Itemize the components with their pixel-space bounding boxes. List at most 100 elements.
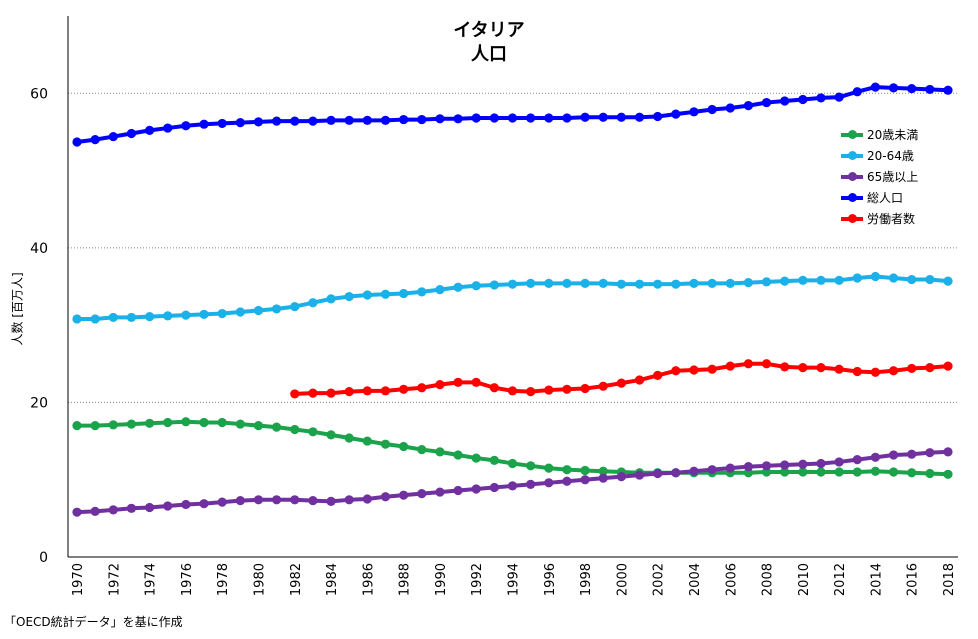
source-note: 「OECD統計データ」を基に作成 [4, 615, 183, 629]
data-point [780, 460, 790, 470]
y-tick-label: 60 [30, 86, 48, 102]
data-point [634, 470, 645, 480]
legend-label: 20歳未満 [867, 128, 919, 142]
data-point [743, 278, 753, 288]
data-point [290, 424, 300, 435]
data-point [217, 417, 227, 428]
data-point [852, 87, 862, 97]
data-point [925, 468, 935, 479]
data-point [798, 467, 808, 477]
data-point [108, 312, 118, 323]
data-point [870, 271, 881, 282]
data-point [90, 314, 100, 324]
data-point [544, 463, 554, 473]
data-point [526, 387, 536, 397]
data-point [562, 278, 572, 289]
data-point [90, 135, 100, 145]
data-point [344, 291, 354, 302]
data-point [870, 367, 881, 377]
data-point [888, 366, 899, 376]
data-point [399, 114, 409, 125]
data-point [580, 475, 590, 485]
data-point [580, 112, 590, 122]
chart-subtitle: 人口 [471, 44, 507, 65]
data-point [870, 82, 881, 92]
data-point [489, 482, 499, 493]
data-point [235, 307, 245, 317]
y-tick-label: 40 [30, 241, 48, 257]
data-point [380, 439, 391, 449]
data-point [417, 114, 427, 125]
x-tick-label: 1976 [180, 563, 195, 596]
data-point [217, 308, 227, 319]
data-point [798, 275, 808, 285]
data-point [199, 309, 209, 319]
data-point [888, 83, 899, 93]
data-point [362, 115, 372, 125]
data-point [253, 117, 264, 127]
data-point [507, 386, 518, 396]
data-point [272, 116, 282, 126]
data-point [544, 478, 554, 488]
chart-legend: 20歳未満 20-64歳 65歳以上 総人口 労働者数 [841, 124, 918, 229]
data-point [852, 467, 862, 477]
legend-swatch [841, 213, 863, 223]
data-point [90, 421, 100, 431]
data-point [489, 455, 499, 465]
data-point [272, 495, 282, 505]
x-tick-label: 1990 [434, 563, 449, 596]
x-tick-label: 2004 [688, 563, 703, 596]
data-point [308, 495, 318, 506]
data-point [653, 370, 663, 380]
data-point [689, 365, 699, 375]
data-point [616, 112, 626, 122]
data-point [598, 112, 608, 122]
data-point [943, 85, 953, 95]
data-point [689, 278, 699, 289]
data-point [562, 384, 572, 394]
data-point [870, 466, 881, 476]
data-point [471, 377, 481, 387]
legend-swatch [841, 192, 863, 202]
data-point [816, 275, 826, 285]
data-point [761, 277, 772, 287]
data-point [562, 113, 572, 123]
data-point [72, 507, 82, 517]
data-point [907, 274, 917, 285]
x-tick-label: 2014 [869, 563, 884, 596]
data-point [235, 419, 245, 429]
data-point [870, 452, 881, 462]
data-point [761, 359, 772, 369]
data-point [725, 463, 735, 473]
x-tick-label: 1996 [543, 563, 558, 596]
data-point [326, 294, 336, 304]
data-point [471, 281, 481, 291]
data-point [943, 447, 953, 457]
data-point [888, 467, 899, 477]
data-point [852, 455, 862, 465]
data-point [417, 444, 427, 455]
data-point [453, 282, 463, 292]
data-point [308, 388, 318, 398]
data-point [290, 495, 300, 505]
data-point [634, 112, 645, 122]
data-point [435, 447, 445, 457]
data-point [126, 128, 137, 139]
data-point [816, 458, 826, 469]
data-point [290, 301, 300, 312]
legend-swatch [841, 171, 863, 181]
data-point [653, 279, 663, 289]
data-point [671, 279, 681, 289]
data-point [199, 499, 209, 509]
data-point [888, 273, 899, 283]
data-point [580, 465, 590, 476]
data-point [580, 383, 590, 394]
legend-item-total: 総人口 [841, 187, 918, 208]
x-tick-label: 1974 [144, 563, 159, 596]
data-point [780, 96, 790, 106]
data-point [544, 113, 554, 123]
x-tick-label: 1994 [507, 563, 522, 596]
data-point [888, 450, 899, 460]
x-tick-label: 2010 [797, 563, 812, 596]
x-tick-label: 2016 [906, 563, 921, 596]
